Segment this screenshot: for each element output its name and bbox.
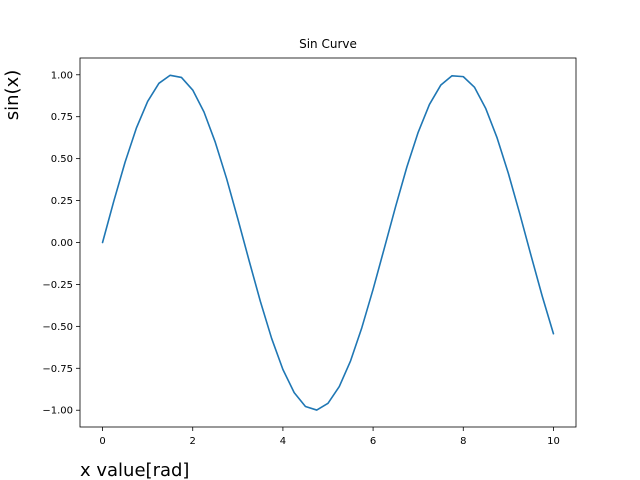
- y-axis-ticks: −1.00 −0.75 −0.50 −0.25 0.00 0.25 0.50 0.75 1.00: [42, 70, 80, 417]
- x-axis-label: x value[rad]: [80, 460, 189, 480]
- x-tick-label: 10: [547, 436, 560, 447]
- y-tick-label: −0.50: [42, 322, 73, 333]
- x-tick-label: 6: [370, 436, 376, 447]
- y-tick-label: 0.75: [51, 112, 73, 123]
- x-tick-label: 0: [99, 436, 105, 447]
- x-tick-label: 8: [460, 436, 466, 447]
- y-tick-label: 0.00: [51, 238, 73, 249]
- y-tick-label: −0.75: [42, 364, 73, 375]
- y-tick-label: −1.00: [42, 406, 73, 417]
- chart-title: Sin Curve: [299, 37, 357, 51]
- x-tick-label: 4: [280, 436, 286, 447]
- y-tick-label: 0.50: [51, 154, 73, 165]
- y-tick-label: −0.25: [42, 280, 73, 291]
- x-tick-label: 2: [190, 436, 196, 447]
- sin-series-line: [101, 74, 555, 411]
- x-axis-ticks: 0 2 4 6 8 10: [99, 427, 560, 447]
- y-axis-label: sin(x): [2, 70, 23, 120]
- plot-area-frame: [79, 57, 577, 428]
- y-tick-label: 1.00: [51, 70, 73, 81]
- y-tick-label: 0.25: [51, 196, 73, 207]
